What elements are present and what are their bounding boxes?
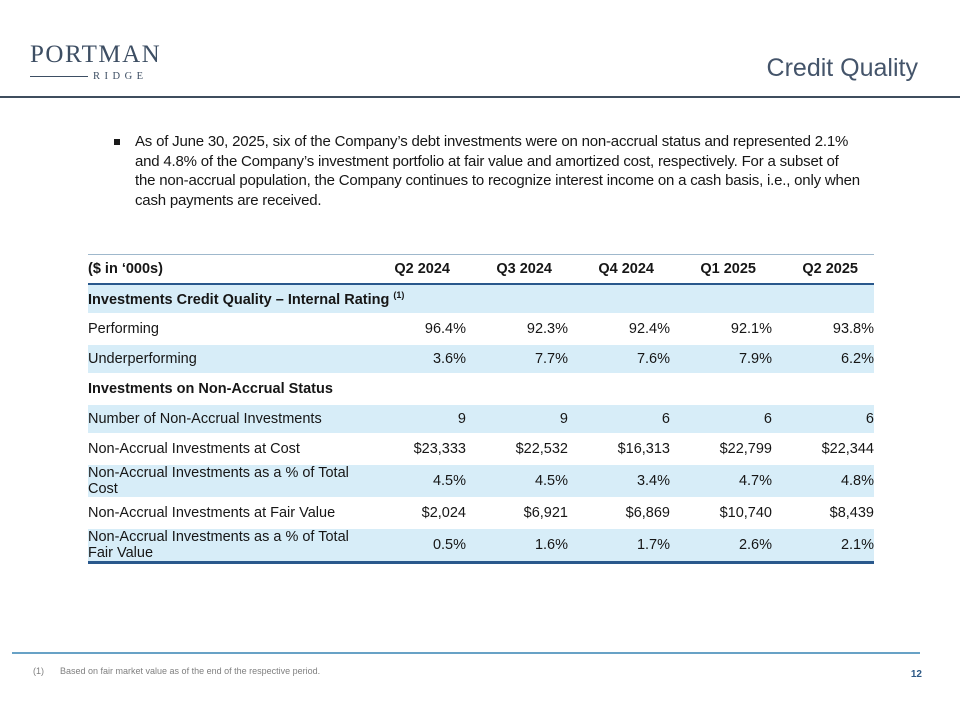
header-divider	[0, 96, 960, 98]
row-label: Non-Accrual Investments at Fair Value	[88, 505, 336, 521]
cell-value: 4.7%	[738, 473, 772, 489]
company-logo: PORTMAN RIDGE	[30, 41, 162, 82]
cell-value: 4.8%	[840, 473, 874, 489]
table-row-pct-total-cost: Non-Accrual Investments as a % of Total …	[88, 464, 874, 498]
cell-value: 6	[763, 411, 772, 427]
table-row-number-non-accrual: Number of Non-Accrual Investments 9 9 6 …	[88, 404, 874, 434]
logo-rule	[30, 76, 88, 77]
section-label-cell: Investments on Non-Accrual Status	[88, 374, 874, 404]
section-label: Investments Credit Quality – Internal Ra…	[88, 291, 390, 308]
cell-value: 6.2%	[840, 351, 874, 367]
table-header: ($ in ‘000s) Q2 2024 Q3 2024 Q4 2024 Q1 …	[88, 255, 874, 284]
credit-quality-table: ($ in ‘000s) Q2 2024 Q3 2024 Q4 2024 Q1 …	[88, 254, 874, 564]
table-header-row: ($ in ‘000s) Q2 2024 Q3 2024 Q4 2024 Q1 …	[88, 255, 874, 284]
cell-value: 92.4%	[628, 321, 670, 337]
cell-value: 6	[661, 411, 670, 427]
footer-divider	[12, 652, 920, 654]
cell-value: 92.3%	[526, 321, 568, 337]
cell-value: 7.6%	[636, 351, 670, 367]
cell-value: $16,313	[617, 441, 670, 457]
table-body: Investments Credit Quality – Internal Ra…	[88, 284, 874, 563]
bullet-item: As of June 30, 2025, six of the Company’…	[114, 132, 860, 210]
cell-value: $6,921	[523, 505, 568, 521]
row-label: Non-Accrual Investments at Cost	[88, 441, 300, 457]
logo-secondary-text: RIDGE	[93, 71, 148, 82]
cell-value: $8,439	[829, 505, 874, 521]
bullet-text: As of June 30, 2025, six of the Company’…	[135, 133, 860, 209]
cell-value: 9	[457, 411, 466, 427]
cell-value: 7.7%	[534, 351, 568, 367]
cell-value: $22,344	[821, 441, 874, 457]
cell-value: $22,799	[719, 441, 772, 457]
page-number: 12	[910, 669, 922, 680]
table-row-non-accrual-fair-value: Non-Accrual Investments at Fair Value $2…	[88, 498, 874, 528]
column-header-q1-2025: Q1 2025	[700, 261, 756, 277]
cell-value: 6	[865, 411, 874, 427]
footnote-superscript: (1)	[393, 290, 405, 301]
table-row-pct-total-fair-value: Non-Accrual Investments as a % of Total …	[88, 528, 874, 563]
section-label: Investments on Non-Accrual Status	[88, 381, 333, 397]
cell-value: 7.9%	[738, 351, 772, 367]
table-row-non-accrual-at-cost: Non-Accrual Investments at Cost $23,333 …	[88, 434, 874, 464]
column-header-q3-2024: Q3 2024	[496, 261, 552, 277]
cell-value: $6,869	[625, 505, 670, 521]
section-row-non-accrual-status: Investments on Non-Accrual Status	[88, 374, 874, 404]
row-label: Non-Accrual Investments as a % of Total …	[88, 529, 349, 561]
row-label: Number of Non-Accrual Investments	[88, 411, 322, 427]
logo-primary-text: PORTMAN	[30, 41, 162, 68]
section-label-cell: Investments Credit Quality – Internal Ra…	[88, 284, 874, 314]
section-row-internal-rating: Investments Credit Quality – Internal Ra…	[88, 284, 874, 314]
row-label: Performing	[88, 321, 159, 337]
cell-value: 3.4%	[636, 473, 670, 489]
cell-value: 1.7%	[636, 537, 670, 553]
footnote: (1) Based on fair market value as of the…	[33, 666, 320, 676]
unit-label: ($ in ‘000s)	[88, 261, 163, 277]
cell-value: 96.4%	[424, 321, 466, 337]
cell-value: 4.5%	[534, 473, 568, 489]
bullet-square-icon	[114, 139, 120, 145]
table-row-performing: Performing 96.4% 92.3% 92.4% 92.1% 93.8%	[88, 314, 874, 344]
footnote-text: Based on fair market value as of the end…	[60, 666, 321, 676]
cell-value: 93.8%	[832, 321, 874, 337]
cell-value: $2,024	[421, 505, 466, 521]
footnote-ref: (1)	[33, 666, 44, 676]
cell-value: $23,333	[413, 441, 466, 457]
cell-value: 0.5%	[432, 537, 466, 553]
cell-value: 4.5%	[432, 473, 466, 489]
cell-value: $22,532	[515, 441, 568, 457]
row-label: Non-Accrual Investments as a % of Total …	[88, 465, 349, 497]
cell-value: 9	[559, 411, 568, 427]
cell-value: 2.6%	[738, 537, 772, 553]
cell-value: $10,740	[719, 505, 772, 521]
column-header-q2-2024: Q2 2024	[394, 261, 450, 277]
cell-value: 92.1%	[730, 321, 772, 337]
slide-title: Credit Quality	[766, 54, 918, 82]
cell-value: 3.6%	[432, 351, 466, 367]
table-row-underperforming: Underperforming 3.6% 7.7% 7.6% 7.9% 6.2%	[88, 344, 874, 374]
row-label: Underperforming	[88, 351, 197, 367]
column-header-q4-2024: Q4 2024	[598, 261, 654, 277]
logo-secondary-row: RIDGE	[30, 71, 152, 82]
cell-value: 2.1%	[840, 537, 874, 553]
cell-value: 1.6%	[534, 537, 568, 553]
column-header-q2-2025: Q2 2025	[802, 261, 858, 277]
